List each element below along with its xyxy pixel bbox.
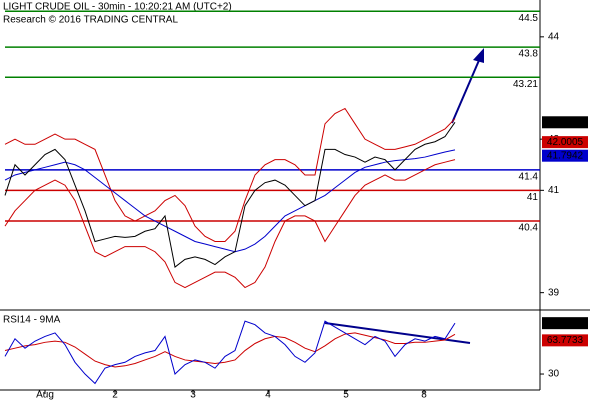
level-label: 43.21 <box>513 79 538 90</box>
value-badge <box>542 149 588 162</box>
level-label: 43.8 <box>519 49 539 60</box>
series-line <box>4 121 456 268</box>
value-badge <box>542 317 588 330</box>
x-tick-label: 4 <box>265 390 271 400</box>
y-tick-label: 30 <box>548 369 560 380</box>
y-tick-label: 39 <box>548 287 560 298</box>
level-label: 41.4 <box>519 172 539 183</box>
chart-subtitle: Research © 2016 TRADING CENTRAL <box>3 15 178 26</box>
series-line <box>4 320 456 385</box>
value-badge <box>542 334 588 347</box>
chart-title: LIGHT CRUDE OIL - 30min - 10:20:21 AM (U… <box>3 2 232 13</box>
value-badge-label: 42.33 <box>552 117 577 128</box>
y-tick-label: 41 <box>548 185 560 196</box>
series-line <box>4 149 456 253</box>
x-tick-label: 5 <box>343 390 349 400</box>
level-label: 40.4 <box>519 223 539 234</box>
value-badge <box>542 116 588 129</box>
value-badge <box>542 136 588 149</box>
value-badge-label: 41.7942 <box>547 150 584 161</box>
value-badge-label: 73.2999 <box>547 318 584 329</box>
forecast-arrow <box>451 57 481 124</box>
value-badge-label: 42.0005 <box>547 137 584 148</box>
value-badge-label: 63.7733 <box>547 335 584 346</box>
panel-title: RSI14 - 9MA <box>3 315 61 326</box>
level-label: 44.5 <box>519 13 539 24</box>
arrow-head <box>473 48 484 63</box>
level-label: 41 <box>527 192 539 203</box>
x-tick-label: 2 <box>112 390 118 400</box>
x-tick-label: 3 <box>190 390 196 400</box>
series-line <box>4 107 456 242</box>
y-tick-label: 44 <box>548 31 560 42</box>
series-line <box>4 159 456 289</box>
x-tick-label: 8 <box>421 390 427 400</box>
x-tick-label: Aug <box>36 390 54 400</box>
